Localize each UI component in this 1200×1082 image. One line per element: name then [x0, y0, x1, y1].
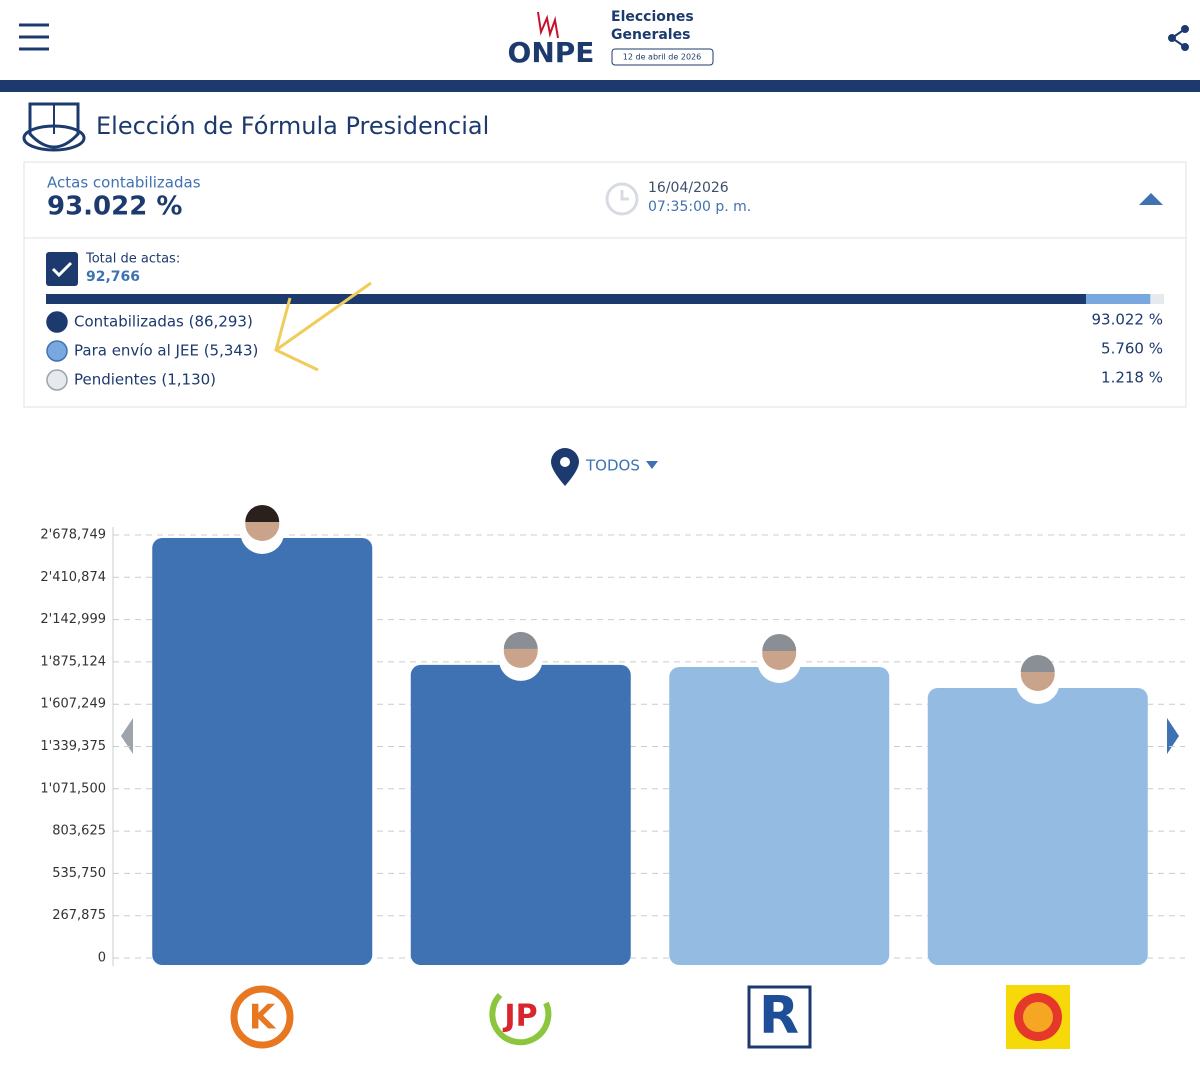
bar — [410, 664, 631, 965]
legend-percent: 93.022 % — [1091, 311, 1163, 329]
candidate-hair — [245, 504, 280, 522]
annotation-arrow — [274, 281, 372, 372]
clock-hands — [620, 190, 629, 201]
y-tick-label: 0 — [98, 951, 106, 966]
party-logo: K — [230, 985, 294, 1049]
event-date: 12 de abril de 2026 — [623, 53, 701, 62]
total-value: 92,766 — [86, 269, 140, 285]
progress-segment — [1150, 294, 1164, 304]
y-tick-label: 267,875 — [52, 908, 106, 923]
summary-percent: 93.022 % — [47, 192, 182, 222]
update-date: 16/04/2026 — [648, 180, 729, 196]
party-logo: R — [747, 985, 812, 1049]
legend-label: Pendientes (1,130) — [74, 371, 216, 389]
event-title: Elecciones — [611, 9, 694, 25]
logo-text: ONPE — [508, 36, 595, 69]
legend-percent: 1.218 % — [1101, 369, 1163, 387]
logo-letter: R — [759, 986, 799, 1046]
bar — [927, 687, 1148, 965]
total-label: Total de actas: — [85, 252, 180, 267]
bar — [669, 666, 890, 965]
y-tick-label: 1'339,375 — [40, 739, 106, 754]
y-tick-label: 1'875,124 — [40, 654, 106, 669]
candidate-hair — [1020, 654, 1055, 672]
y-tick-label: 803,625 — [52, 824, 106, 839]
header-bar — [0, 80, 1200, 92]
progress-segment — [1085, 294, 1151, 304]
coat-of-arms — [22, 102, 86, 152]
prev-button[interactable] — [121, 718, 133, 754]
date-badge — [611, 48, 714, 66]
collapse-button[interactable] — [1139, 193, 1163, 205]
candidate-hair — [503, 631, 538, 649]
clock-icon — [605, 182, 639, 216]
logo-mark — [537, 11, 559, 39]
menu-button[interactable] — [19, 23, 49, 51]
legend-percent: 5.760 % — [1101, 340, 1163, 358]
bar — [152, 537, 373, 965]
event-title: Generales — [611, 27, 690, 43]
candidate-hair — [762, 633, 797, 651]
summary-card — [23, 161, 1187, 408]
legend-dot — [46, 311, 68, 333]
filter-caret[interactable] — [646, 461, 658, 469]
y-tick-label: 1'607,249 — [40, 697, 106, 712]
y-tick-label: 1'071,500 — [40, 781, 106, 796]
progress-bar: Contabilizadas (86,293) 93.022 % Para enví… — [46, 294, 1164, 391]
location-dot — [560, 457, 570, 467]
y-tick-label: 2'142,999 — [40, 612, 106, 627]
y-tick-label: 2'410,874 — [40, 570, 106, 585]
y-tick-label: 535,750 — [52, 866, 106, 881]
legend-label: Contabilizadas (86,293) — [74, 313, 253, 331]
y-tick-label: 2'678,749 — [40, 528, 106, 543]
legend-dot — [46, 340, 68, 362]
share-button[interactable] — [1168, 25, 1189, 51]
filter-select[interactable]: TODOS — [585, 457, 640, 475]
legend-dot — [46, 369, 68, 391]
next-button[interactable] — [1167, 718, 1179, 754]
update-time: 07:35:00 p. m. — [648, 199, 751, 215]
legend-label: Para envío al JEE (5,343) — [74, 342, 258, 360]
clipboard-icon — [46, 252, 78, 286]
logo-letter: JP — [502, 999, 537, 1034]
party-logo — [1006, 985, 1070, 1049]
party-logo: JP — [489, 992, 552, 1046]
check — [51, 261, 73, 278]
chart: 0 267,875 535,750 803,625 1'071,500 1'339,375… — [40, 504, 1185, 966]
page-title: Elección de Fórmula Presidencial — [96, 112, 489, 140]
progress-segment — [46, 294, 1086, 304]
summary-label: Actas contabilizadas — [47, 174, 201, 192]
logo-letter: K — [249, 998, 277, 1038]
